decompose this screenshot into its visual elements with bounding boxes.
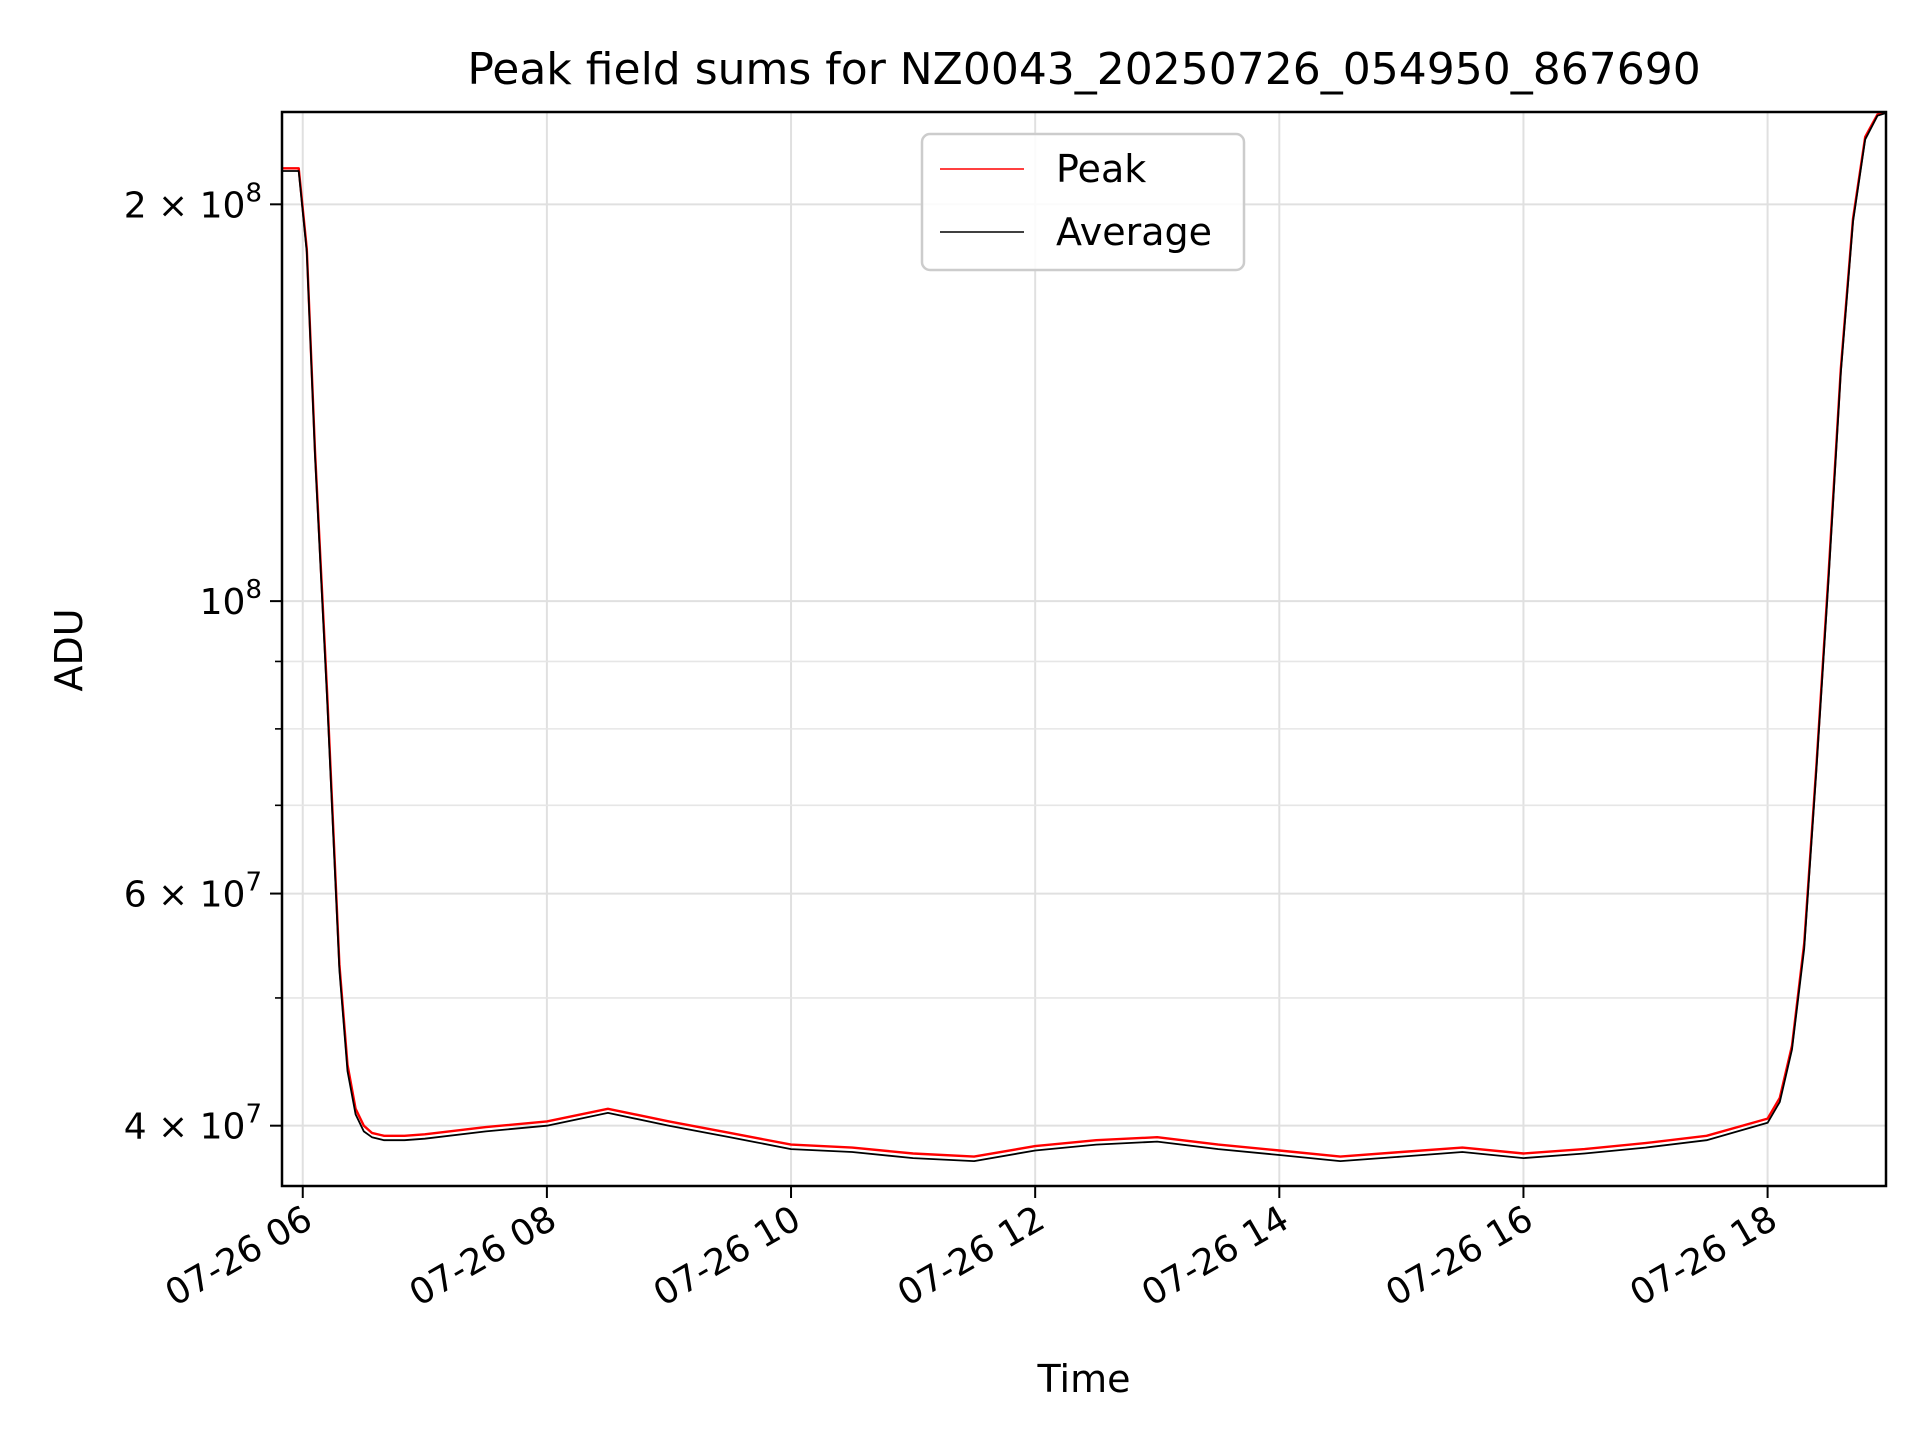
y-axis-label: ADU bbox=[47, 608, 91, 691]
series-line-average bbox=[282, 112, 1886, 1162]
y-tick-label: 6 × 107 bbox=[124, 868, 262, 916]
plot-frame bbox=[280, 110, 1888, 1188]
chart-title: Peak field sums for NZ0043_20250726_0549… bbox=[467, 44, 1700, 95]
legend-label-peak: Peak bbox=[1056, 147, 1146, 191]
legend-box bbox=[920, 132, 1246, 272]
y-tick-label: 108 bbox=[200, 575, 262, 623]
legend: Peak Average bbox=[920, 132, 1246, 272]
y-tick-label: 4 × 107 bbox=[124, 1100, 262, 1148]
x-axis-label: Time bbox=[1037, 1357, 1131, 1401]
series-lines bbox=[282, 110, 1886, 1162]
legend-label-average: Average bbox=[1056, 210, 1212, 254]
y-tick-label: 2 × 108 bbox=[124, 178, 262, 226]
